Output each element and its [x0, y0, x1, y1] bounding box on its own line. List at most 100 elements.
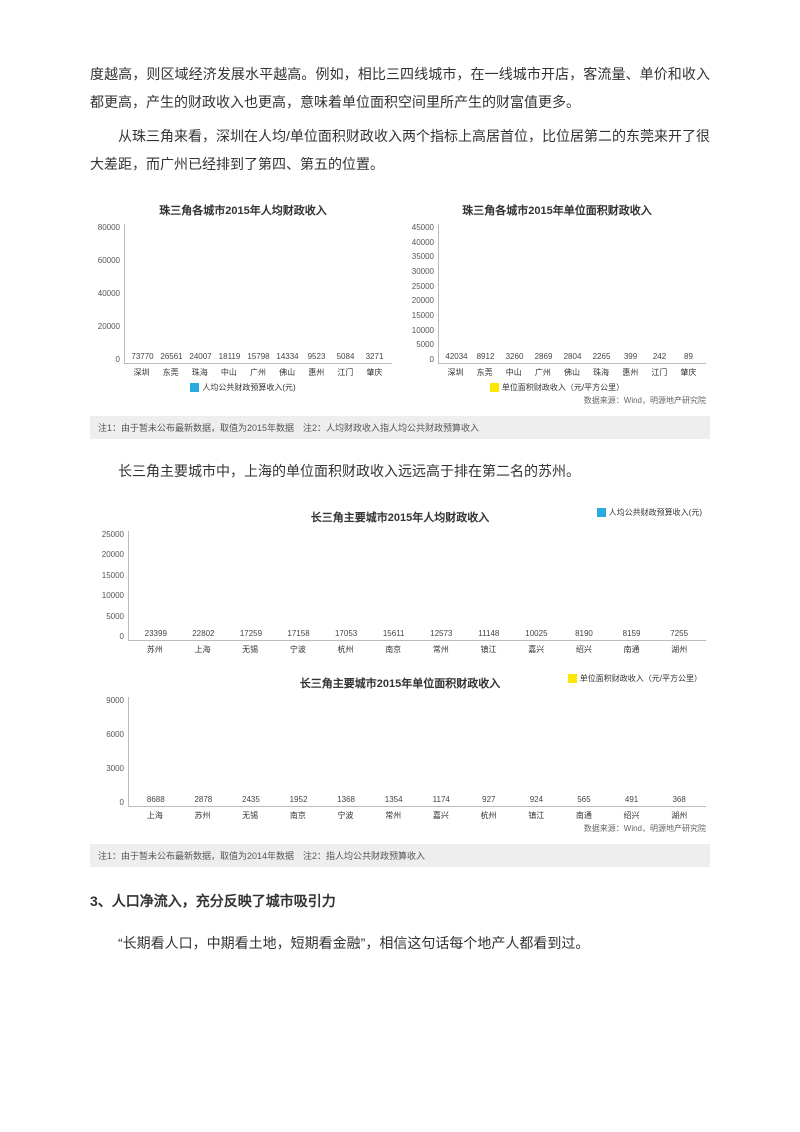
x-label: 南京	[274, 810, 322, 821]
bar-value: 8159	[623, 629, 641, 638]
x-label: 宁波	[322, 810, 370, 821]
paragraph-2: 从珠三角来看，深圳在人均/单位面积财政收入两个指标上高居首位，比位居第二的东莞来…	[90, 122, 710, 178]
x-label: 镇江	[512, 810, 560, 821]
x-label: 无锡	[226, 644, 274, 655]
x-label: 上海	[131, 810, 179, 821]
prd-chart-right: 珠三角各城市2015年单位面积财政收入 05000100001500020000…	[404, 196, 710, 410]
bar: 2435	[231, 795, 271, 806]
bar-value: 15611	[383, 629, 405, 638]
bar: 15798	[244, 352, 273, 363]
bar: 8688	[136, 795, 176, 806]
legend-label: 单位面积财政收入（元/平方公里）	[502, 383, 624, 392]
bar: 15611	[374, 629, 414, 640]
bar-value: 15798	[247, 352, 269, 361]
bar-value: 17053	[335, 629, 357, 638]
bar-value: 2804	[564, 352, 582, 361]
x-label: 广州	[528, 367, 557, 378]
x-label: 佛山	[557, 367, 586, 378]
x-label: 江门	[331, 367, 360, 378]
bar-value: 3260	[506, 352, 524, 361]
legend-label: 人均公共财政预算收入(元)	[202, 383, 295, 392]
bar: 2804	[558, 352, 587, 363]
bar: 1354	[374, 795, 414, 806]
x-labels: 苏州上海无锡宁波杭州南京常州镇江嘉兴绍兴南通湖州	[128, 644, 706, 655]
bar-value: 2869	[535, 352, 553, 361]
x-label: 南京	[369, 644, 417, 655]
bar-value: 9523	[308, 352, 326, 361]
x-label: 上海	[179, 644, 227, 655]
source-label: 数据来源：Wind，明源地产研究院	[94, 823, 706, 834]
bar: 491	[612, 795, 652, 806]
x-label: 东莞	[156, 367, 185, 378]
bar: 924	[516, 795, 556, 806]
bar: 8159	[612, 629, 652, 640]
bar: 24007	[186, 352, 215, 363]
bar-value: 5084	[337, 352, 355, 361]
bar: 8190	[564, 629, 604, 640]
bar: 3271	[360, 352, 389, 363]
bar: 242	[645, 352, 674, 363]
bar: 2878	[183, 795, 223, 806]
bar-value: 73770	[131, 352, 153, 361]
bar-value: 399	[624, 352, 637, 361]
bar-value: 368	[672, 795, 685, 804]
bar-value: 23399	[145, 629, 167, 638]
bar-value: 89	[684, 352, 693, 361]
bar-value: 242	[653, 352, 666, 361]
bar-value: 924	[530, 795, 543, 804]
prd-chart-block: 珠三角各城市2015年人均财政收入 020000400006000080000 …	[90, 196, 710, 439]
x-label: 深圳	[127, 367, 156, 378]
bar: 5084	[331, 352, 360, 363]
bar-value: 11148	[478, 629, 499, 638]
bar-value: 17259	[240, 629, 262, 638]
x-label: 湖州	[655, 810, 703, 821]
bar-value: 17158	[287, 629, 309, 638]
x-label: 珠海	[185, 367, 214, 378]
bar-value: 18119	[219, 352, 241, 361]
bar-value: 2435	[242, 795, 260, 804]
bar: 17158	[279, 629, 319, 640]
x-label: 常州	[369, 810, 417, 821]
x-label: 杭州	[465, 810, 513, 821]
bar: 12573	[421, 629, 461, 640]
bar: 22802	[183, 629, 223, 640]
section-heading: 3、人口净流入，充分反映了城市吸引力	[90, 891, 710, 911]
chart-title: 珠三角各城市2015年人均财政收入	[94, 202, 392, 218]
x-label: 常州	[417, 644, 465, 655]
bar: 14334	[273, 352, 302, 363]
x-label: 江门	[645, 367, 674, 378]
paragraph-3: 长三角主要城市中，上海的单位面积财政收入远远高于排在第二名的苏州。	[90, 457, 710, 485]
plot-area: 23399 22802 17259 17158 17053 15611 12573 11148…	[128, 531, 706, 641]
footnote: 注1：由于暂未公布最新数据，取值为2015年数据 注2：人均财政收入指人均公共财…	[90, 416, 710, 439]
legend: 人均公共财政预算收入(元)	[94, 382, 392, 393]
bar-value: 927	[482, 795, 495, 804]
bar: 26561	[157, 352, 186, 363]
bar: 1368	[326, 795, 366, 806]
bar: 1952	[279, 795, 319, 806]
x-label: 杭州	[322, 644, 370, 655]
bar-value: 8190	[575, 629, 593, 638]
bar-value: 14334	[276, 352, 298, 361]
plot-area: 8688287824351952136813541174927924565491…	[128, 697, 706, 807]
bar-value: 8912	[477, 352, 495, 361]
prd-chart-left: 珠三角各城市2015年人均财政收入 020000400006000080000 …	[90, 196, 396, 410]
bar-value: 1368	[337, 795, 355, 804]
bar-value: 12573	[430, 629, 452, 638]
x-label: 绍兴	[560, 644, 608, 655]
x-label: 宁波	[274, 644, 322, 655]
bar-value: 1354	[385, 795, 403, 804]
footnote: 注1：由于暂未公布最新数据，取值为2014年数据 注2：指人均公共财政预算收入	[90, 844, 710, 867]
bar-value: 2265	[593, 352, 611, 361]
bar-value: 7255	[670, 629, 688, 638]
bar-value: 42034	[445, 352, 467, 361]
bar: 7255	[659, 629, 699, 640]
x-labels: 上海苏州无锡南京宁波常州嘉兴杭州镇江南通绍兴湖州	[128, 810, 706, 821]
x-label: 南通	[608, 644, 656, 655]
bar: 17053	[326, 629, 366, 640]
x-label: 镇江	[465, 644, 513, 655]
bar-value: 26561	[160, 352, 182, 361]
bar: 10025	[516, 629, 556, 640]
x-label: 嘉兴	[512, 644, 560, 655]
legend-label: 人均公共财政预算收入(元)	[609, 508, 702, 517]
bar-value: 22802	[192, 629, 214, 638]
